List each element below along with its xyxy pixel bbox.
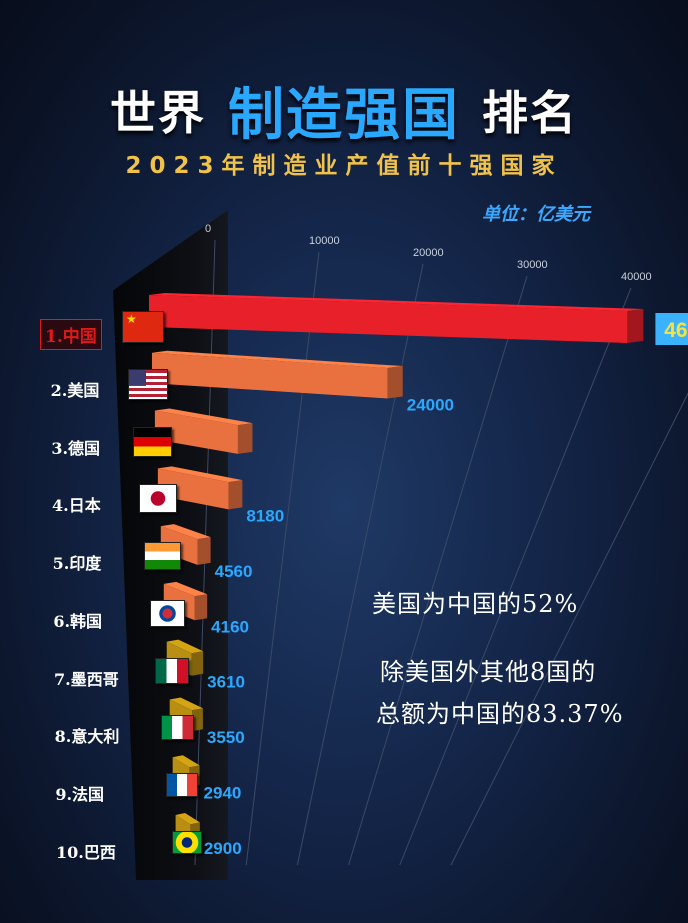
bar-top — [149, 293, 644, 311]
bar — [154, 410, 238, 454]
note-line-2: 除美国外其他8国的 — [380, 658, 597, 686]
note-line-3: 总额为中国的83.37% — [376, 700, 624, 728]
japan-flag-icon — [138, 484, 177, 514]
india-flag-icon — [144, 542, 181, 571]
mexico-flag-icon — [155, 657, 190, 684]
china-flag-icon: ★ — [122, 311, 164, 343]
italy-flag-icon — [160, 715, 194, 741]
page-title: 世界 制造强国 排名 — [0, 70, 688, 150]
bar — [149, 295, 628, 343]
title-right: 排名 — [482, 86, 578, 140]
x-tick-label: 30000 — [517, 259, 548, 271]
country-label: 6.韩国 — [53, 611, 103, 631]
grid-line — [245, 251, 320, 866]
x-tick-label: 0 — [205, 223, 211, 235]
bar-end — [192, 708, 203, 732]
bar-top — [175, 813, 200, 825]
brazil-flag-icon — [172, 831, 202, 854]
bar-top — [154, 408, 253, 426]
value-label: 24000 — [407, 395, 454, 414]
bar-top — [160, 524, 211, 540]
value-label: 3610 — [207, 673, 245, 692]
country-label: 10.巴西 — [56, 843, 116, 862]
note-line-1: 美国为中国的52% — [372, 590, 579, 618]
star-icon: ★ — [126, 312, 137, 326]
country-label: 2.美国 — [50, 380, 100, 400]
bar-end — [387, 366, 403, 399]
title-left: 世界 — [110, 86, 206, 140]
value-label: 4560 — [215, 562, 253, 581]
country-label: 9.法国 — [55, 785, 105, 805]
unit-label: 单位：亿美元 — [482, 204, 590, 225]
bar-top — [163, 581, 208, 597]
grid-line — [450, 392, 688, 866]
title-highlight: 制造强国 — [228, 82, 460, 148]
usa-flag-icon — [127, 368, 169, 400]
bar — [151, 352, 388, 399]
x-tick-label: 40000 — [621, 271, 652, 283]
country-label: 1.中国 — [40, 319, 102, 350]
bar — [157, 468, 229, 510]
country-label: 5.印度 — [52, 554, 102, 574]
country-label: 8.意大利 — [54, 727, 120, 747]
bar-end — [191, 651, 204, 676]
value-label-box — [655, 313, 688, 345]
korea-flag-icon — [149, 599, 186, 627]
x-tick-label: 20000 — [413, 247, 444, 259]
germany-flag-icon — [133, 426, 173, 457]
france-flag-icon — [166, 773, 198, 798]
bar-top — [169, 697, 203, 711]
value-label: 4160 — [211, 617, 249, 636]
bar-top — [166, 639, 204, 654]
value-label: 46000 — [664, 319, 688, 342]
value-label: 2900 — [204, 839, 242, 858]
country-label: 4.日本 — [52, 496, 101, 516]
bar-end — [237, 423, 253, 454]
x-tick-label: 10000 — [309, 235, 340, 247]
grid-line — [399, 287, 632, 866]
bar-end — [197, 537, 211, 565]
bar-end — [228, 480, 243, 510]
country-label: 3.德国 — [51, 438, 101, 458]
bar-top — [157, 466, 243, 483]
value-label: 8180 — [246, 506, 284, 525]
grid-line — [296, 263, 424, 866]
subtitle: 2023年制造业产值前十强国家 — [125, 153, 563, 179]
bar-top — [172, 755, 200, 768]
bar-end — [627, 309, 644, 343]
grid-line — [348, 275, 528, 866]
bar-end — [194, 594, 208, 621]
bar-top — [151, 350, 403, 369]
value-label: 2940 — [204, 784, 242, 803]
country-label: 7.墨西哥 — [54, 669, 119, 689]
value-label: 3550 — [207, 728, 245, 747]
